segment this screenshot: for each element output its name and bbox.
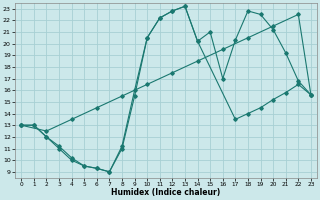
X-axis label: Humidex (Indice chaleur): Humidex (Indice chaleur) [111,188,221,197]
